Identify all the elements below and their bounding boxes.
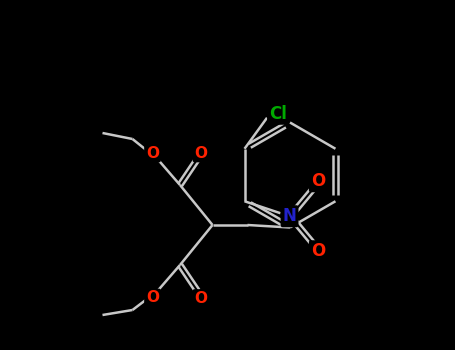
Text: O: O (194, 146, 207, 161)
Text: O: O (311, 172, 325, 190)
Text: O: O (146, 146, 159, 161)
Text: O: O (311, 242, 325, 260)
Text: N: N (283, 207, 297, 225)
Text: Cl: Cl (269, 105, 287, 123)
Text: O: O (146, 290, 159, 306)
Text: O: O (194, 291, 207, 306)
